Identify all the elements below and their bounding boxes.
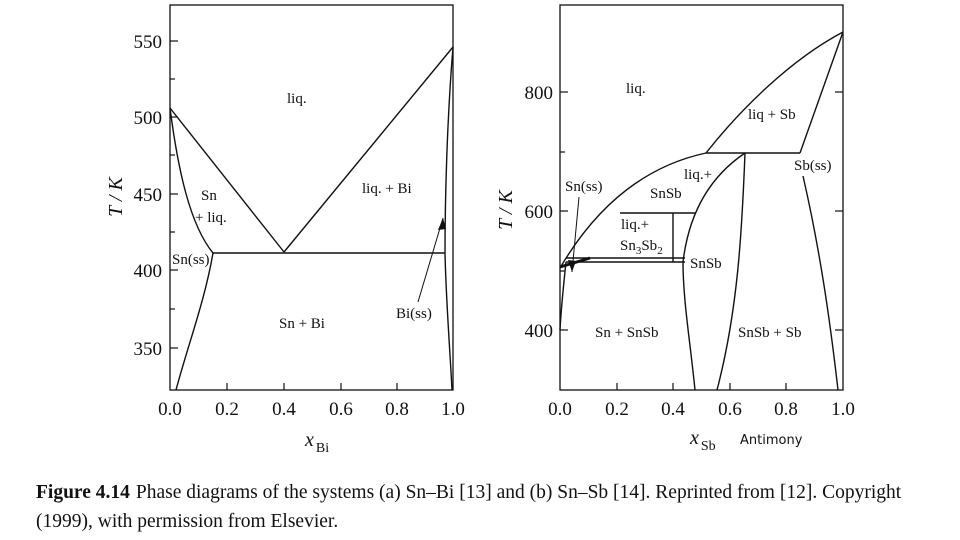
- panel-a-solidus-bi: [444, 46, 454, 254]
- panel-a-x-tick-label: 0.4: [272, 399, 296, 420]
- panel-a-region-sn-bi: Sn + Bi: [279, 316, 325, 332]
- panel-b-x-ticks: [616, 383, 787, 390]
- panel-a-liquidus-sn: [169, 107, 285, 253]
- panel-a-liquidus-bi: [283, 46, 454, 253]
- panel-b-region-snsb-sb: SnSb + Sb: [738, 325, 802, 341]
- panel-a-x-var: x: [304, 429, 314, 451]
- panel-a-x-sub: Bi: [316, 441, 329, 456]
- panel-b-region-liq: liq.: [626, 81, 646, 97]
- panel-b-x-tick-label: 1.0: [831, 399, 855, 420]
- panel-a-y-tick-label: 350: [134, 339, 163, 360]
- panel-b-y-ticks: [560, 91, 843, 331]
- panel-a-solvus-bi: [444, 252, 453, 391]
- panel-b-snsb-right-phase: [716, 152, 746, 391]
- panel-a-x-tick-label: 0.8: [385, 399, 409, 420]
- panel-b-region-liq-sb: liq + Sb: [748, 107, 796, 123]
- panel-b-x-tick-label: 0.8: [774, 399, 798, 420]
- panel-b-x-var: x: [689, 427, 699, 449]
- panel-b-region-sn3sb2: Sn3Sb2: [620, 238, 663, 257]
- panel-b-frame: [559, 4, 844, 391]
- panel-b-phase-boundaries: [559, 31, 844, 391]
- panel-a-x-tick-label: 0.6: [329, 399, 353, 420]
- figure-caption: Figure 4.14 Phase diagrams of the systems…: [36, 478, 936, 536]
- panel-b-liquidus-sb: [705, 31, 844, 154]
- caption-label: Figure 4.14: [36, 482, 130, 503]
- panel-b-x-axis-title: x Sb: [689, 427, 716, 454]
- panel-b-x-tick-label: 0.6: [718, 399, 742, 420]
- panel-b-liquidus-sb-lower: [799, 31, 844, 154]
- panel-a-region-sn-liq: + liq.: [195, 210, 227, 226]
- panel-a-y-ticks: [170, 40, 178, 349]
- panel-b-x-tick-label: 0.4: [661, 399, 685, 420]
- panel-b-x-sub: Sb: [701, 439, 716, 454]
- panel-a-y-tick-label: 500: [134, 108, 163, 129]
- panel-b-region-snsb: SnSb: [690, 256, 722, 272]
- panel-b-sn-sb: 800 600 400 0.0 0.2 0.4 0.6 0.8 1.0 T / …: [495, 4, 855, 454]
- panel-b-sb-ss-solvus: [802, 175, 839, 391]
- panel-b-sn-solvus: [559, 261, 567, 331]
- panel-b-y-axis-title: T / K: [495, 189, 517, 230]
- panel-a-y-tick-label: 450: [134, 185, 163, 206]
- panel-a-frame: [169, 4, 454, 391]
- panel-a-x-tick-label: 0.0: [158, 399, 182, 420]
- panel-a-region-sn-ss: Sn(ss): [172, 252, 210, 268]
- panel-b-region-liq-sn3sb2: liq.+: [621, 217, 649, 233]
- panel-b-y-tick-label: 600: [525, 202, 554, 223]
- panel-b-region-sb-ss: Sb(ss): [794, 158, 832, 174]
- panel-b-y-tick-label: 800: [525, 83, 554, 104]
- panel-a-y-tick-label: 400: [134, 261, 163, 282]
- panel-a-x-tick-label: 0.2: [215, 399, 239, 420]
- panel-b-x-annotation: Antimony: [740, 433, 803, 448]
- panel-b-sn-ss-pointer: [571, 196, 580, 273]
- panel-a-phase-boundaries: [169, 46, 454, 391]
- panel-a-bi-ss-arrowhead: [438, 218, 446, 230]
- panel-a-x-tick-label: 1.0: [441, 399, 465, 420]
- panel-a-x-axis-title: x Bi: [304, 429, 329, 456]
- panel-b-region-sn-ss: Sn(ss): [565, 179, 603, 195]
- caption-text: Phase diagrams of the systems (a) Sn–Bi …: [36, 482, 902, 532]
- panel-b-x-tick-label: 0.2: [605, 399, 629, 420]
- panel-a-solvus-sn: [175, 252, 214, 391]
- panel-b-region-liq-snsb: SnSb: [650, 186, 682, 202]
- panel-b-liquidus-sn: [559, 152, 707, 269]
- panel-b-snsb-left-phase: [682, 152, 746, 391]
- panel-a-region-bi-ss: Bi(ss): [396, 306, 432, 322]
- panel-a-sn-bi: 550 500 450 400 350 0.0 0.2 0.4 0.6 0.8 …: [105, 4, 465, 456]
- panel-b-region-liq-plus: liq.+: [684, 167, 712, 183]
- panel-b-region-sn-snsb: Sn + SnSb: [595, 325, 659, 341]
- panel-b-y-tick-label: 400: [525, 321, 554, 342]
- panel-a-solidus-sn: [169, 107, 214, 254]
- panel-b-sn-ss-arrowhead: [568, 260, 576, 272]
- panel-b-x-tick-label: 0.0: [548, 399, 572, 420]
- panel-a-region-sn-liq: Sn: [201, 188, 217, 204]
- panel-a-x-ticks: [226, 383, 398, 390]
- panel-a-bi-ss-pointer: [417, 217, 444, 303]
- panel-a-region-liq: liq.: [287, 91, 307, 107]
- panel-a-y-axis-title: T / K: [105, 176, 127, 217]
- panel-a-region-liq-bi: liq. + Bi: [362, 181, 412, 197]
- panel-a-y-tick-label: 550: [134, 32, 163, 53]
